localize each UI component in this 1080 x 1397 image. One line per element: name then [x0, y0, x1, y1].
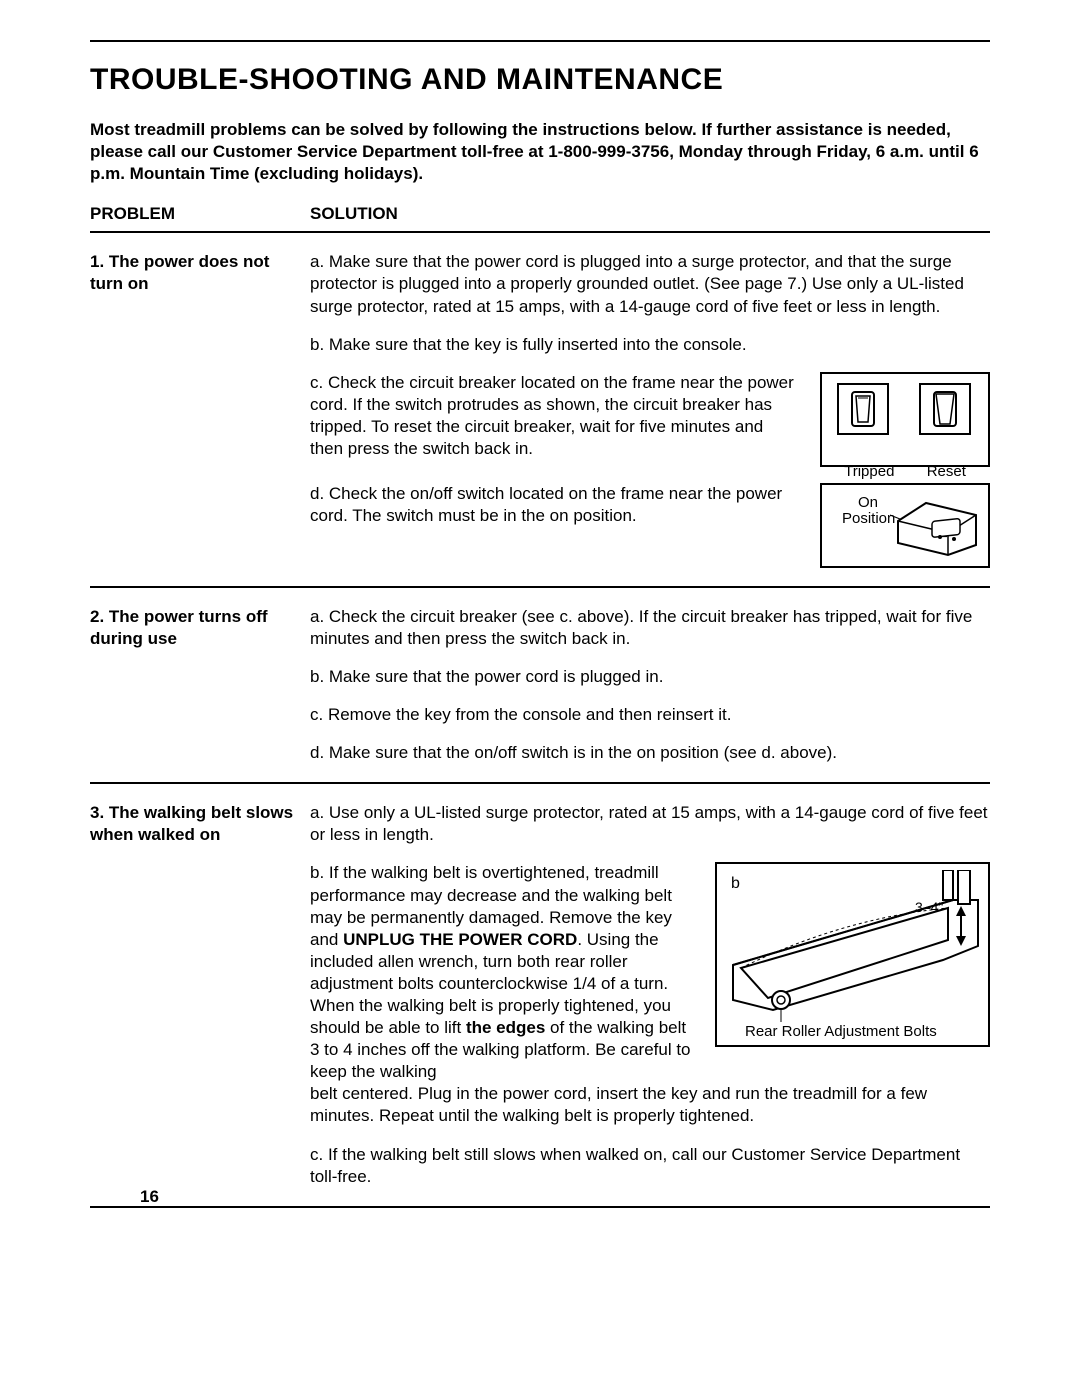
solution-3a: a. Use only a UL-listed surge protector,… — [310, 802, 990, 846]
solution-2b: b. Make sure that the power cord is plug… — [310, 666, 663, 688]
solution-1b: b. Make sure that the key is fully inser… — [310, 334, 747, 356]
intro-text: Most treadmill problems can be solved by… — [90, 119, 990, 185]
fig-b-label: b — [731, 875, 740, 892]
fig-label-reset: Reset — [927, 462, 966, 482]
svg-text:–: – — [942, 531, 947, 541]
solution-1d: d. Check the on/off switch located on th… — [310, 483, 800, 527]
solution-2a: a. Check the circuit breaker (see c. abo… — [310, 606, 990, 650]
solution-3b: b. If the walking belt is overtightened,… — [310, 863, 691, 1081]
fig-label-tripped: Tripped — [844, 462, 894, 482]
fig-on-label: On — [858, 494, 878, 511]
problem-section-3: 3. The walking belt slows when walked on… — [90, 802, 990, 1208]
fig-caption-bolts: Rear Roller Adjustment Bolts — [745, 1023, 937, 1040]
solution-3c: c. If the walking belt still slows when … — [310, 1144, 990, 1188]
figure-belt: b — [715, 862, 990, 1083]
solution-3b-bold2: the edges — [466, 1018, 545, 1037]
page-title: TROUBLE-SHOOTING AND MAINTENANCE — [90, 60, 990, 99]
problem-3-title: 3. The walking belt slows when walked on — [90, 802, 310, 1188]
solution-3b-part3: belt centered. Plug in the power cord, i… — [310, 1084, 927, 1125]
figure-switch: On Position – — [820, 483, 990, 568]
solution-1a: a. Make sure that the power cord is plug… — [310, 251, 990, 317]
page-number: 16 — [140, 1186, 159, 1208]
problem-section-1: 1. The power does not turn on a. Make su… — [90, 251, 990, 587]
problem-2-title: 2. The power turns off during use — [90, 606, 310, 764]
problem-section-2: 2. The power turns off during use a. Che… — [90, 606, 990, 784]
problem-1-title: 1. The power does not turn on — [90, 251, 310, 567]
solution-3b-bold1: UNPLUG THE POWER CORD — [343, 930, 577, 949]
svg-text:Position: Position — [842, 510, 895, 527]
col-header-solution: SOLUTION — [310, 203, 990, 225]
svg-text:3–4": 3–4" — [915, 899, 943, 915]
solution-2c: c. Remove the key from the console and t… — [310, 704, 731, 726]
solution-2d: d. Make sure that the on/off switch is i… — [310, 742, 837, 764]
figure-breaker: Tripped Reset — [820, 372, 990, 467]
table-header: PROBLEM SOLUTION — [90, 203, 990, 233]
solution-1c: c. Check the circuit breaker located on … — [310, 372, 800, 460]
col-header-problem: PROBLEM — [90, 203, 310, 225]
